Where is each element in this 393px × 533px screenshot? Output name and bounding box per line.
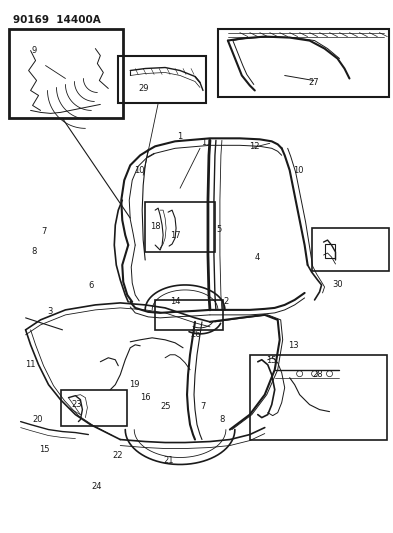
Text: 11: 11 [25,360,35,369]
Bar [9,29,123,118]
Bar [61,390,127,425]
Text: 13: 13 [288,341,299,350]
Text: 1: 1 [177,132,183,141]
Text: 28: 28 [312,370,323,379]
Text: 90169  14400A: 90169 14400A [13,15,100,25]
Text: 15: 15 [266,356,277,365]
Bar [155,300,223,330]
Text: 30: 30 [332,279,343,288]
Text: 27: 27 [309,77,319,86]
Text: 2: 2 [223,296,228,305]
Text: 25: 25 [161,402,171,411]
Text: 20: 20 [33,415,43,424]
Text: 5: 5 [217,225,222,234]
Text: 18: 18 [150,222,161,231]
Text: 8: 8 [31,247,37,256]
Bar [118,55,206,103]
Text: 12: 12 [249,142,259,151]
Bar [145,202,215,252]
Text: 24: 24 [92,482,102,491]
Text: 23: 23 [71,400,82,409]
Text: 7: 7 [41,228,46,237]
Text: 26: 26 [190,329,201,338]
Text: 6: 6 [88,280,94,289]
Text: 4: 4 [255,254,260,262]
Text: 19: 19 [129,380,140,389]
Text: 8: 8 [219,415,225,424]
Text: 21: 21 [164,456,174,465]
Text: 10: 10 [134,166,145,175]
Text: 22: 22 [112,451,123,460]
Text: 7: 7 [200,402,206,411]
Bar [325,244,334,258]
Bar [250,355,387,440]
Bar [312,228,389,271]
Text: 10: 10 [293,166,303,175]
Text: 9: 9 [31,46,37,55]
Text: 16: 16 [140,393,151,402]
Text: 29: 29 [138,84,149,93]
Text: 11: 11 [201,138,211,147]
Text: 14: 14 [170,296,180,305]
Text: 3: 3 [47,307,52,316]
Bar [218,29,389,98]
Text: 17: 17 [170,231,180,240]
Text: 15: 15 [39,446,50,455]
